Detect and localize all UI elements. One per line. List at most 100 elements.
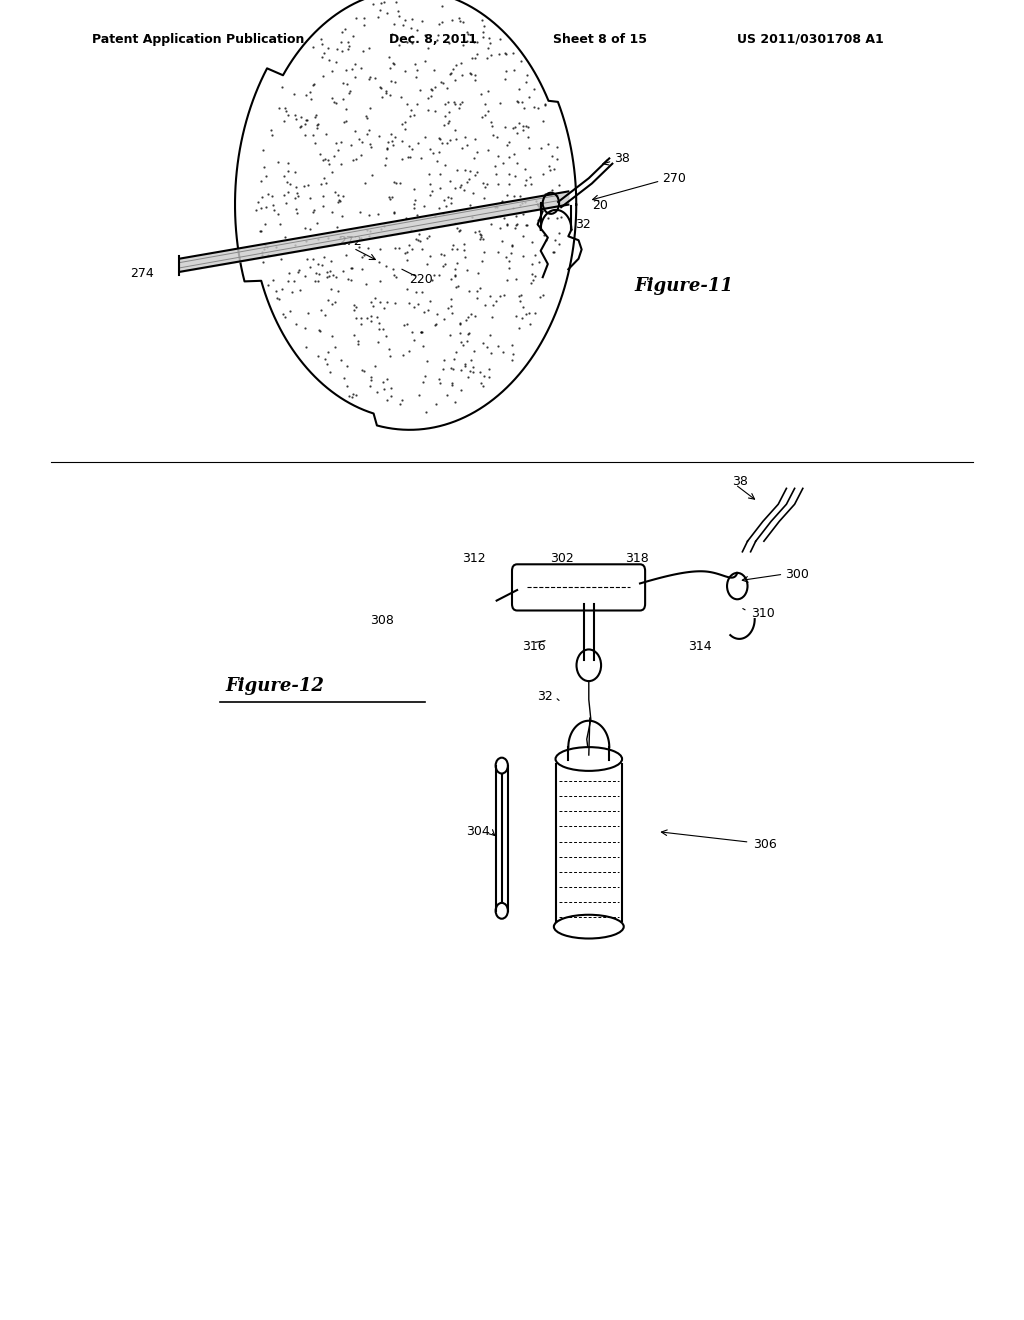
Point <box>508 215 524 236</box>
Point <box>501 251 517 272</box>
Point <box>458 309 474 330</box>
Point <box>433 71 450 92</box>
Point <box>460 366 476 387</box>
Point <box>282 173 298 194</box>
Point <box>403 25 420 46</box>
Point <box>411 223 427 244</box>
Point <box>260 275 276 296</box>
Point <box>347 8 364 29</box>
Point <box>341 385 357 407</box>
Point <box>465 148 481 169</box>
Text: 20: 20 <box>592 199 608 213</box>
Point <box>383 385 399 407</box>
Point <box>273 248 290 269</box>
Point <box>418 401 434 422</box>
Text: 318: 318 <box>625 552 649 565</box>
Point <box>309 213 326 234</box>
Ellipse shape <box>555 747 622 771</box>
Point <box>376 379 392 400</box>
Point <box>378 389 394 411</box>
Point <box>512 290 528 312</box>
Point <box>432 128 449 149</box>
Point <box>412 79 428 100</box>
Point <box>395 15 412 36</box>
Point <box>457 239 473 260</box>
Point <box>258 165 274 186</box>
Point <box>508 206 524 227</box>
Point <box>462 62 478 83</box>
Point <box>443 238 460 259</box>
Point <box>515 120 531 141</box>
Point <box>278 193 294 214</box>
Point <box>313 33 330 54</box>
Point <box>387 71 403 92</box>
Point <box>378 255 394 276</box>
Point <box>338 59 354 81</box>
Point <box>496 193 512 214</box>
Point <box>354 41 371 62</box>
Point <box>307 271 324 292</box>
Point <box>318 173 335 194</box>
Point <box>495 191 511 213</box>
Point <box>446 69 463 90</box>
Point <box>529 98 546 119</box>
Point <box>499 215 515 236</box>
Point <box>314 149 331 170</box>
Point <box>353 359 370 380</box>
Point <box>360 238 377 259</box>
Point <box>358 108 375 129</box>
Point <box>402 219 419 240</box>
Point <box>417 25 433 46</box>
Point <box>444 359 461 380</box>
Point <box>454 53 470 74</box>
Point <box>417 302 433 323</box>
Point <box>319 341 336 362</box>
Point <box>352 57 369 78</box>
Text: Figure-11: Figure-11 <box>635 277 734 296</box>
Point <box>534 137 550 158</box>
Point <box>461 169 477 190</box>
Point <box>326 91 342 112</box>
Point <box>419 227 435 248</box>
Point <box>483 213 500 234</box>
Point <box>319 289 336 310</box>
Point <box>378 148 394 169</box>
Point <box>253 198 269 219</box>
Point <box>482 325 499 346</box>
Text: 314: 314 <box>688 640 712 653</box>
Point <box>469 32 485 53</box>
Point <box>289 202 305 223</box>
Point <box>357 173 374 194</box>
Point <box>371 319 387 341</box>
Point <box>518 115 535 136</box>
Point <box>431 128 447 149</box>
Text: 38: 38 <box>614 152 631 165</box>
Point <box>338 98 354 119</box>
Point <box>525 269 542 290</box>
Point <box>398 207 415 228</box>
Point <box>330 140 346 161</box>
Point <box>317 123 334 144</box>
Point <box>527 246 544 267</box>
Point <box>398 242 415 263</box>
Point <box>545 242 561 263</box>
Point <box>344 387 360 408</box>
Point <box>333 153 349 174</box>
Point <box>469 141 485 162</box>
Point <box>442 358 459 379</box>
Point <box>280 161 296 182</box>
Point <box>422 139 438 160</box>
Point <box>333 350 349 371</box>
Point <box>451 7 467 28</box>
Point <box>542 201 558 222</box>
Point <box>538 230 554 251</box>
Point <box>276 111 293 132</box>
Point <box>385 135 401 156</box>
Point <box>356 7 373 28</box>
Point <box>479 37 496 58</box>
Point <box>499 269 515 290</box>
Point <box>362 220 379 242</box>
Point <box>394 389 411 411</box>
Point <box>461 281 477 302</box>
Point <box>419 253 435 275</box>
